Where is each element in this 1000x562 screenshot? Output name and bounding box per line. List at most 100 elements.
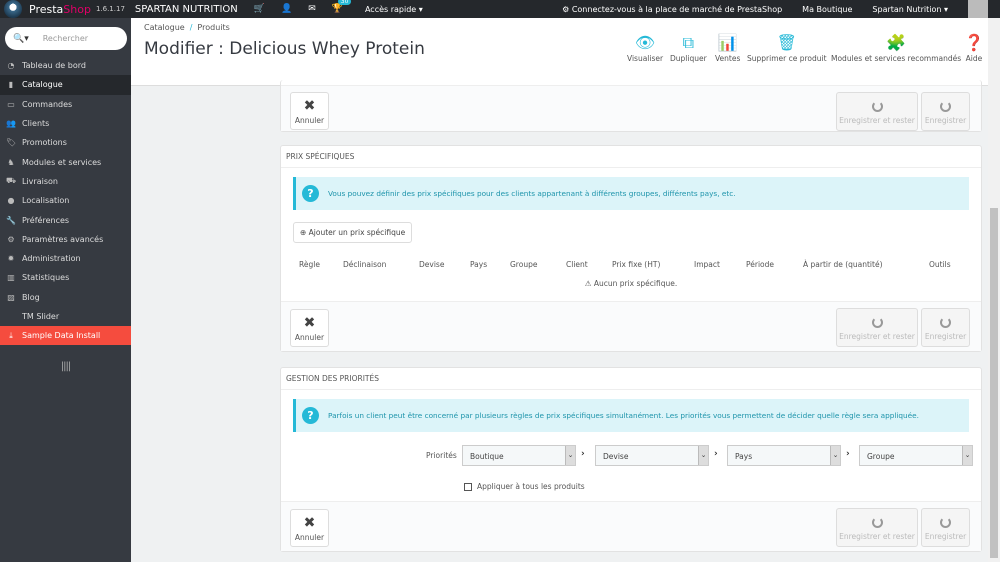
recommended-modules-button[interactable]: 🧩 Modules et services recommandés — [831, 33, 962, 63]
delete-product-button[interactable]: 🗑 Supprimer ce produit — [747, 33, 827, 63]
spinner-icon — [871, 101, 883, 112]
copy-icon: ⧉ — [682, 33, 695, 52]
scrollbar[interactable] — [988, 18, 1000, 562]
credit-card-icon: ▭ — [7, 99, 15, 109]
collapse-sidebar-handle[interactable]: |||| — [60, 361, 71, 373]
dashboard-icon: ◔ — [7, 61, 15, 71]
cogs-icon: ⚙ — [7, 234, 15, 244]
user-icon[interactable]: 👤 — [280, 4, 293, 14]
breadcrumb-catalogue[interactable]: Catalogue — [144, 23, 185, 32]
bar-chart-icon: 📊 — [717, 33, 738, 52]
puzzle-icon: ⚙ — [562, 4, 572, 14]
save-and-stay-button[interactable]: Enregistrer et rester — [836, 92, 918, 131]
sidebar-item-label: Statistiques — [22, 273, 70, 283]
sidebar-item-label: Préférences — [22, 215, 70, 225]
sidebar-item-tableau-de-bord[interactable]: ◔ Tableau de bord — [0, 56, 131, 75]
trash-icon: 🗑 — [776, 33, 797, 52]
sidebar-item-promotions[interactable]: 🏷 Promotions — [0, 133, 131, 152]
sidebar-item-localisation[interactable]: ● Localisation — [0, 191, 131, 210]
cancel-button[interactable]: ✖ Annuler — [290, 309, 329, 347]
book-icon: ▮ — [8, 80, 14, 90]
eye-icon: 👁 — [634, 33, 656, 52]
empty-message: ⚠ Aucun prix spécifique. — [584, 279, 678, 288]
sidebar-item-modules-et-services[interactable]: ♞ Modules et services — [0, 152, 131, 171]
save-and-stay-button[interactable]: Enregistrer et rester — [836, 308, 918, 347]
column-header: Groupe — [510, 260, 538, 269]
trophy-icon[interactable]: 🏆 30 — [332, 0, 352, 14]
quick-access-menu[interactable]: Accès rapide ▾ — [364, 4, 423, 14]
sidebar-item-parametres-avances[interactable]: ⚙ Paramètres avancés — [0, 230, 131, 249]
globe-icon: ● — [7, 196, 15, 206]
sidebar-item-catalogue[interactable]: ▮ Catalogue — [0, 75, 131, 95]
cancel-button[interactable]: ✖ Annuler — [290, 509, 329, 547]
brand-text: Presta — [29, 2, 64, 16]
avatar[interactable] — [968, 0, 988, 18]
sidebar-item-blog[interactable]: ▨ Blog — [0, 288, 131, 307]
close-icon: ✖ — [303, 315, 316, 331]
cancel-button[interactable]: ✖ Annuler — [290, 92, 329, 130]
specific-prices-panel: Prix spécifiques ? Vous pouvez définir de… — [280, 145, 982, 352]
my-shop-link[interactable]: Ma Boutique — [802, 4, 853, 14]
user-menu[interactable]: Spartan Nutrition ▾ — [872, 4, 948, 14]
sidebar-item-tm-slider[interactable]: TM Slider — [0, 307, 131, 326]
column-header: Période — [746, 260, 775, 269]
search-icon[interactable]: 🔍▾ — [13, 33, 29, 44]
page-title: Modifier : Delicious Whey Protein — [144, 39, 425, 59]
cart-icon[interactable]: 🛒 — [253, 4, 265, 14]
checkbox[interactable] — [464, 482, 472, 491]
priority-select-4[interactable]: Groupe ⌄ — [859, 445, 973, 466]
sidebar-item-preferences[interactable]: 🔧 Préférences — [0, 210, 131, 229]
sidebar-item-administration[interactable]: ✹ Administration — [0, 249, 131, 268]
sidebar-item-sample-data-install[interactable]: ⤓ Sample Data Install — [0, 326, 131, 346]
question-icon: ? — [302, 185, 319, 202]
sidebar-item-commandes[interactable]: ▭ Commandes — [0, 95, 131, 114]
prestashop-logo[interactable]: PrestaShop 1.6.1.17 — [4, 0, 125, 18]
sidebar-item-label: Clients — [22, 119, 50, 129]
add-specific-price-button[interactable]: ⊕ Ajouter un prix spécifique — [293, 222, 413, 243]
tag-icon: 🏷 — [6, 138, 17, 148]
sidebar-item-label: Promotions — [22, 138, 67, 148]
close-icon: ✖ — [303, 515, 316, 531]
column-header: Outils — [929, 260, 951, 269]
duplicate-button[interactable]: ⧉ Dupliquer — [670, 33, 707, 63]
chevron-right-icon: › — [581, 449, 585, 459]
help-icon: ❓ — [964, 33, 984, 52]
sidebar-item-livraison[interactable]: ⛟ Livraison — [0, 172, 131, 191]
scrollbar-thumb[interactable] — [990, 208, 998, 558]
search-input[interactable]: 🔍▾ Rechercher — [5, 27, 127, 50]
chevron-down-icon: ⌄ — [565, 446, 575, 465]
priority-select-1[interactable]: Boutique ⌄ — [462, 445, 576, 466]
sales-button[interactable]: 📊 Ventes — [715, 33, 741, 63]
save-button[interactable]: Enregistrer — [921, 92, 970, 131]
close-icon: ✖ — [303, 98, 316, 114]
save-and-stay-button[interactable]: Enregistrer et rester — [836, 508, 918, 547]
sidebar-item-statistiques[interactable]: ▥ Statistiques — [0, 268, 131, 287]
version: 1.6.1.17 — [95, 5, 125, 13]
plus-circle-icon: ⊕ — [300, 228, 309, 237]
chevron-down-icon: ⌄ — [830, 446, 840, 465]
table-header: Règle Déclinaison Devise Pays Groupe Cli… — [281, 260, 981, 272]
shop-name[interactable]: SPARTAN NUTRITION — [134, 3, 238, 15]
preview-button[interactable]: 👁 Visualiser — [627, 33, 664, 63]
sidebar-item-label: Livraison — [22, 176, 58, 186]
sidebar-item-label: Tableau de bord — [22, 61, 86, 71]
help-button[interactable]: ❓ Aide — [964, 33, 984, 63]
breadcrumb-produits[interactable]: Produits — [197, 23, 230, 32]
brand-text-accent: Shop — [63, 2, 91, 16]
envelope-icon[interactable]: ✉ — [308, 4, 316, 14]
save-button[interactable]: Enregistrer — [921, 508, 970, 547]
sidebar-item-label: Sample Data Install — [22, 331, 101, 341]
spinner-icon — [871, 317, 883, 328]
info-alert: ? Parfois un client peut être concerné pa… — [293, 399, 969, 432]
sidebar-item-clients[interactable]: 👥 Clients — [0, 114, 131, 133]
priority-select-2[interactable]: Devise ⌄ — [595, 445, 709, 466]
info-alert: ? Vous pouvez définir des prix spécifique… — [293, 177, 969, 210]
save-button[interactable]: Enregistrer — [921, 308, 970, 347]
previous-panel-footer: ✖ Annuler Enregistrer et rester Enregistr… — [280, 80, 982, 132]
apply-all-checkbox[interactable]: Appliquer à tous les produits — [464, 482, 585, 491]
chevron-down-icon: ⌄ — [962, 446, 972, 465]
sidebar-item-label: Localisation — [22, 196, 70, 206]
marketplace-link[interactable]: ⚙ Connectez-vous à la place de marché de… — [562, 5, 782, 14]
priority-select-3[interactable]: Pays ⌄ — [727, 445, 841, 466]
column-header: Client — [566, 260, 588, 269]
